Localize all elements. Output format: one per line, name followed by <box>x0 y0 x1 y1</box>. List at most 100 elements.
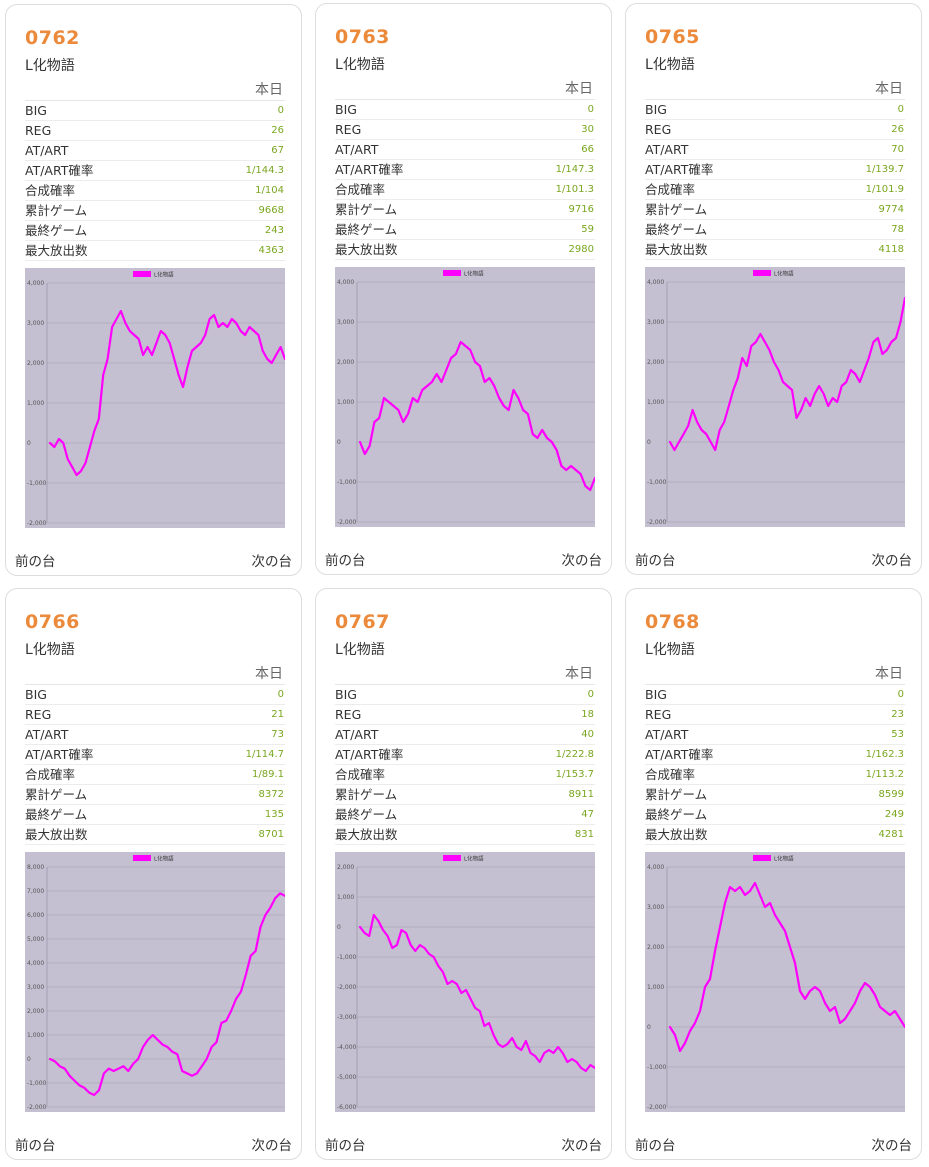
prev-machine-link[interactable]: 前の台 <box>15 1138 56 1154</box>
stat-value: 8701 <box>258 829 284 840</box>
stat-value: 23 <box>891 709 904 720</box>
stat-value: 47 <box>581 809 594 820</box>
prev-machine-link[interactable]: 前の台 <box>635 1138 676 1154</box>
stat-row: 最終ゲーム 249 <box>645 805 905 825</box>
stat-row: AT/ART 40 <box>335 725 595 745</box>
machine-card: 0762 L化物語 本日 BIG 0 REG 26 AT/ART 67 AT/ART確率 1/144… <box>5 4 302 576</box>
y-tick-label: 0 <box>647 439 651 446</box>
stat-row: 累計ゲーム 8372 <box>25 785 285 805</box>
stat-row: AT/ART 67 <box>25 141 285 161</box>
stat-value: 0 <box>277 689 284 700</box>
stat-value: 1/139.7 <box>865 164 904 175</box>
y-tick-label: 3,000 <box>647 319 664 326</box>
stat-row: 最終ゲーム 59 <box>335 220 595 240</box>
prev-machine-link[interactable]: 前の台 <box>325 1138 366 1154</box>
stat-label: 最大放出数 <box>335 827 398 842</box>
prev-machine-link[interactable]: 前の台 <box>15 554 56 570</box>
stat-value: 78 <box>891 224 904 235</box>
y-tick-label: 2,000 <box>647 359 664 366</box>
stat-row: 最大放出数 4363 <box>25 241 285 261</box>
stat-value: 26 <box>271 125 284 136</box>
stats-table: 本日 BIG 0 REG 21 AT/ART 73 AT/ART確率 1/114.7 合成確率 1/… <box>25 664 285 845</box>
stat-value: 30 <box>581 124 594 135</box>
stat-label: 合成確率 <box>645 182 696 197</box>
stat-row: AT/ART確率 1/222.8 <box>335 745 595 765</box>
y-tick-label: 0 <box>337 439 341 446</box>
today-header: 本日 <box>335 79 595 100</box>
stat-value: 1/113.2 <box>865 769 904 780</box>
stat-value: 8599 <box>878 789 904 800</box>
y-tick-label: 2,000 <box>647 944 664 951</box>
y-tick-label: 0 <box>27 440 31 447</box>
stat-value: 1/101.3 <box>555 184 594 195</box>
stat-label: REG <box>25 123 52 138</box>
stat-row: 累計ゲーム 9668 <box>25 201 285 221</box>
legend-label: L化物語 <box>774 270 794 278</box>
stat-value: 0 <box>587 104 594 115</box>
stat-value: 1/147.3 <box>555 164 594 175</box>
y-tick-label: -1,000 <box>27 480 47 487</box>
machine-number[interactable]: 0765 <box>645 26 700 48</box>
stat-label: BIG <box>25 687 47 702</box>
stat-label: REG <box>25 707 52 722</box>
stat-label: 合成確率 <box>335 767 386 782</box>
slump-chart: 4,000 3,000 2,000 1,000 0 -1,000 -2,000 L化物語 <box>645 852 905 1112</box>
next-machine-link[interactable]: 次の台 <box>561 553 603 569</box>
machine-name: L化物語 <box>25 58 75 74</box>
legend-label: L化物語 <box>154 855 174 863</box>
y-tick-label: -6,000 <box>337 1104 357 1111</box>
stat-label: 累計ゲーム <box>335 787 398 802</box>
stat-label: 最大放出数 <box>645 242 708 257</box>
prev-machine-link[interactable]: 前の台 <box>635 553 676 569</box>
y-tick-label: 4,000 <box>337 279 354 286</box>
stat-value: 1/144.3 <box>245 165 284 176</box>
stat-row: BIG 0 <box>645 685 905 705</box>
stats-table: 本日 BIG 0 REG 18 AT/ART 40 AT/ART確率 1/222.8 合成確率 1/… <box>335 664 595 845</box>
stat-value: 2980 <box>568 244 594 255</box>
machine-number[interactable]: 0767 <box>335 611 390 633</box>
stats-table: 本日 BIG 0 REG 30 AT/ART 66 AT/ART確率 1/147.3 合成確率 1/… <box>335 79 595 260</box>
series-line <box>668 296 905 452</box>
legend-swatch <box>443 855 461 861</box>
y-tick-label: 7,000 <box>27 888 44 895</box>
stat-value: 1/162.3 <box>865 749 904 760</box>
y-tick-label: 3,000 <box>337 319 354 326</box>
stat-label: AT/ART <box>25 727 69 742</box>
y-tick-label: -1,000 <box>647 479 667 486</box>
y-tick-label: 1,000 <box>647 399 664 406</box>
stat-label: 合成確率 <box>25 767 76 782</box>
stat-label: AT/ART確率 <box>335 162 404 177</box>
stat-label: AT/ART <box>645 727 689 742</box>
stat-row: AT/ART 53 <box>645 725 905 745</box>
slump-chart: 4,000 3,000 2,000 1,000 0 -1,000 -2,000 L化物語 <box>335 267 595 527</box>
y-tick-label: 6,000 <box>27 912 44 919</box>
stat-value: 0 <box>587 689 594 700</box>
stats-table: 本日 BIG 0 REG 26 AT/ART 67 AT/ART確率 1/144.3 合成確率 1/… <box>25 80 285 261</box>
machine-number[interactable]: 0762 <box>25 27 80 49</box>
y-tick-label: -2,000 <box>337 519 357 526</box>
y-tick-label: 5,000 <box>27 936 44 943</box>
next-machine-link[interactable]: 次の台 <box>251 554 293 570</box>
stat-value: 70 <box>891 144 904 155</box>
machine-number[interactable]: 0768 <box>645 611 700 633</box>
machine-card: 0768 L化物語 本日 BIG 0 REG 23 AT/ART 53 AT/ART確率 1/162… <box>625 588 922 1160</box>
machine-card: 0766 L化物語 本日 BIG 0 REG 21 AT/ART 73 AT/ART確率 1/114… <box>5 588 302 1160</box>
machine-number[interactable]: 0763 <box>335 26 390 48</box>
prev-machine-link[interactable]: 前の台 <box>325 553 366 569</box>
stat-value: 1/101.9 <box>865 184 904 195</box>
next-machine-link[interactable]: 次の台 <box>561 1138 603 1154</box>
stat-label: 最大放出数 <box>335 242 398 257</box>
today-header: 本日 <box>25 664 285 685</box>
stat-label: AT/ART確率 <box>645 747 714 762</box>
stat-value: 8372 <box>258 789 284 800</box>
y-tick-label: 3,000 <box>647 904 664 911</box>
next-machine-link[interactable]: 次の台 <box>871 553 913 569</box>
machine-number[interactable]: 0766 <box>25 611 80 633</box>
y-tick-label: 2,000 <box>337 359 354 366</box>
next-machine-link[interactable]: 次の台 <box>251 1138 293 1154</box>
stat-row: AT/ART 66 <box>335 140 595 160</box>
stat-value: 73 <box>271 729 284 740</box>
machine-card: 0765 L化物語 本日 BIG 0 REG 26 AT/ART 70 AT/ART確率 1/139… <box>625 3 922 575</box>
y-tick-label: -1,000 <box>647 1064 667 1071</box>
next-machine-link[interactable]: 次の台 <box>871 1138 913 1154</box>
